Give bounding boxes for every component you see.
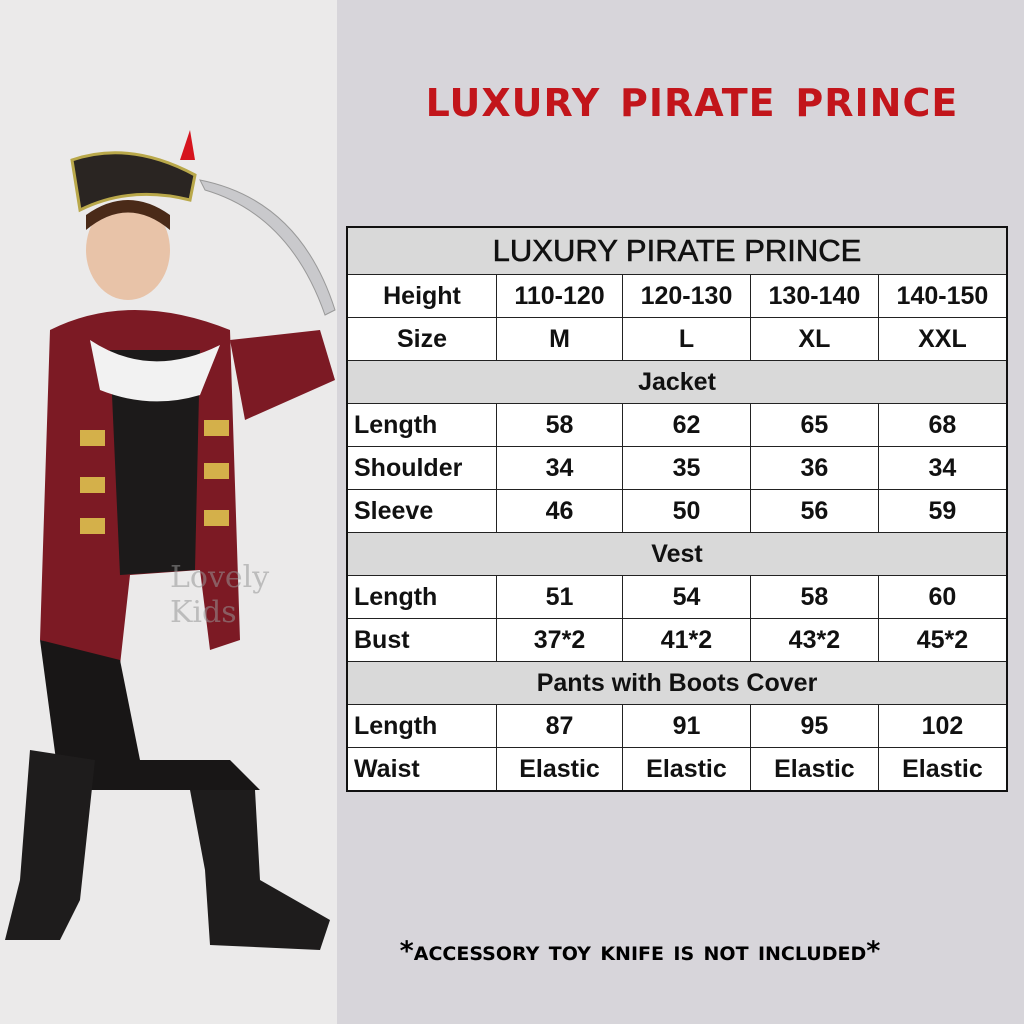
row-label: Sleeve bbox=[346, 489, 497, 533]
measurement-cell: 59 bbox=[877, 489, 1008, 533]
measurement-cell: 36 bbox=[749, 446, 879, 490]
measurement-cell: 37*2 bbox=[495, 618, 624, 662]
measurement-cell: 34 bbox=[877, 446, 1008, 490]
size-chart-table: LUXURY PIRATE PRINCE Height 110-120 120-… bbox=[346, 226, 1008, 792]
measurement-cell: Elastic bbox=[877, 747, 1008, 792]
left-boot bbox=[5, 750, 95, 940]
watermark: Lovely Kids bbox=[170, 560, 270, 630]
vest bbox=[110, 350, 200, 575]
size-row: Size M L XL XXL bbox=[346, 317, 1008, 361]
headline: Luxury Pirate Prince bbox=[425, 66, 959, 129]
table-row: Bust 37*2 41*2 43*2 45*2 bbox=[346, 618, 1008, 662]
measurement-cell: 65 bbox=[749, 403, 879, 447]
measurement-cell: Elastic bbox=[622, 747, 751, 792]
size-cell: M bbox=[495, 317, 624, 361]
row-label: Length bbox=[346, 403, 497, 447]
size-cell: XL bbox=[749, 317, 879, 361]
measurement-cell: 46 bbox=[495, 489, 624, 533]
measurement-cell: 62 bbox=[622, 403, 751, 447]
measurement-cell: 51 bbox=[495, 575, 624, 619]
row-label: Length bbox=[346, 704, 497, 748]
hat-feather bbox=[180, 130, 195, 160]
table-row: Length 58 62 65 68 bbox=[346, 403, 1008, 447]
section-row: Vest bbox=[346, 532, 1008, 576]
measurement-cell: 41*2 bbox=[622, 618, 751, 662]
height-label: Height bbox=[346, 274, 497, 318]
measurement-cell: 68 bbox=[877, 403, 1008, 447]
measurement-cell: Elastic bbox=[495, 747, 624, 792]
height-cell: 140-150 bbox=[877, 274, 1008, 318]
pirate-costume-illustration bbox=[5, 130, 336, 950]
toy-sword bbox=[199, 179, 336, 316]
measurement-cell: 43*2 bbox=[749, 618, 879, 662]
measurement-cell: 91 bbox=[622, 704, 751, 748]
pirate-hat bbox=[70, 151, 197, 213]
measurement-cell: 54 bbox=[622, 575, 751, 619]
row-label: Length bbox=[346, 575, 497, 619]
row-label: Waist bbox=[346, 747, 497, 792]
row-label: Bust bbox=[346, 618, 497, 662]
section-header: Jacket bbox=[346, 360, 1008, 404]
face bbox=[86, 200, 170, 300]
measurement-cell: 58 bbox=[495, 403, 624, 447]
size-cell: L bbox=[622, 317, 751, 361]
section-header: Vest bbox=[346, 532, 1008, 576]
measurement-cell: 35 bbox=[622, 446, 751, 490]
height-cell: 110-120 bbox=[495, 274, 624, 318]
pants bbox=[40, 640, 260, 790]
table-row: Sleeve 46 50 56 59 bbox=[346, 489, 1008, 533]
table-row: Length 51 54 58 60 bbox=[346, 575, 1008, 619]
measurement-cell: Elastic bbox=[749, 747, 879, 792]
row-label: Shoulder bbox=[346, 446, 497, 490]
size-cell: XXL bbox=[877, 317, 1008, 361]
table-row: Waist Elastic Elastic Elastic Elastic bbox=[346, 747, 1008, 792]
measurement-cell: 56 bbox=[749, 489, 879, 533]
height-cell: 120-130 bbox=[622, 274, 751, 318]
table-title: LUXURY PIRATE PRINCE bbox=[346, 226, 1008, 275]
lace-collar bbox=[90, 340, 220, 402]
section-row: Pants with Boots Cover bbox=[346, 661, 1008, 705]
measurement-cell: 60 bbox=[877, 575, 1008, 619]
measurement-cell: 58 bbox=[749, 575, 879, 619]
height-cell: 130-140 bbox=[749, 274, 879, 318]
table-row: Length 87 91 95 102 bbox=[346, 704, 1008, 748]
height-row: Height 110-120 120-130 130-140 140-150 bbox=[346, 274, 1008, 318]
product-photo: Lovely Kids bbox=[0, 0, 337, 1024]
measurement-cell: 34 bbox=[495, 446, 624, 490]
section-header: Pants with Boots Cover bbox=[346, 661, 1008, 705]
right-boot bbox=[190, 790, 330, 950]
table-row: Shoulder 34 35 36 34 bbox=[346, 446, 1008, 490]
table-title-row: LUXURY PIRATE PRINCE bbox=[346, 226, 1008, 275]
measurement-cell: 95 bbox=[749, 704, 879, 748]
size-label: Size bbox=[346, 317, 497, 361]
disclaimer-note: *Accessory toy knife is not included* bbox=[399, 936, 881, 967]
measurement-cell: 50 bbox=[622, 489, 751, 533]
measurement-cell: 45*2 bbox=[877, 618, 1008, 662]
section-row: Jacket bbox=[346, 360, 1008, 404]
measurement-cell: 87 bbox=[495, 704, 624, 748]
measurement-cell: 102 bbox=[877, 704, 1008, 748]
